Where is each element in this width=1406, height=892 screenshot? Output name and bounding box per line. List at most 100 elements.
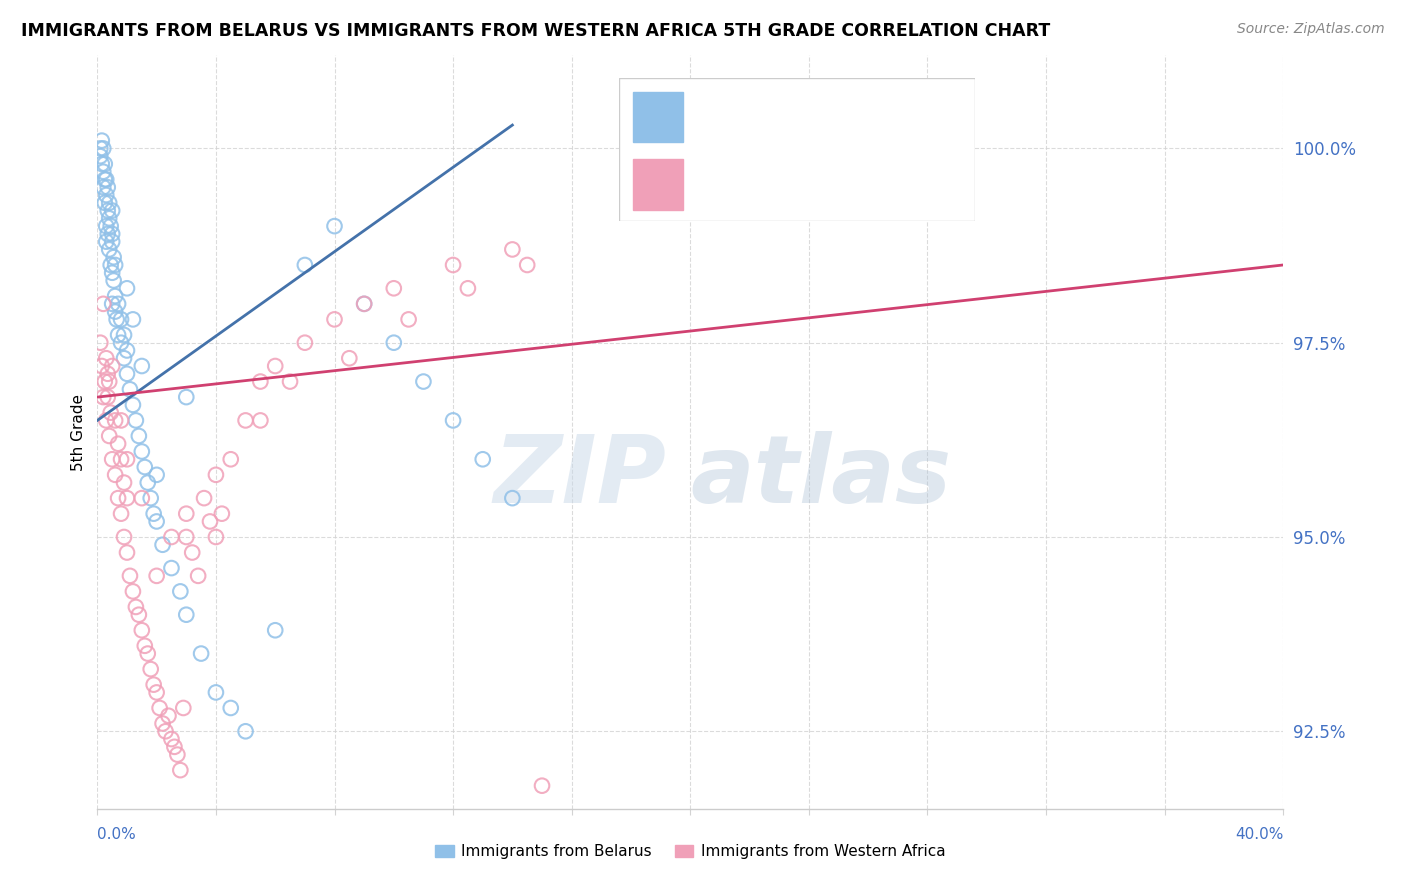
Point (249, 413, 271, 427)
Point (98, 375, 121, 389)
Y-axis label: 5th Grade: 5th Grade (72, 393, 86, 471)
Point (149, 701, 172, 715)
Point (382, 335, 405, 350)
Point (181, 545, 204, 559)
Point (353, 297, 375, 311)
Point (294, 258, 316, 272)
Text: 0.0%: 0.0% (97, 827, 136, 842)
Point (101, 452, 124, 467)
Point (110, 312, 132, 326)
Point (235, 413, 257, 427)
Point (94, 157, 117, 171)
Point (142, 678, 165, 692)
Point (112, 351, 135, 366)
Text: ZIP: ZIP (494, 432, 666, 524)
Point (125, 599, 148, 614)
Point (112, 530, 135, 544)
Point (174, 607, 197, 622)
Point (105, 312, 128, 326)
Point (118, 382, 141, 396)
Point (205, 685, 228, 699)
Point (382, 281, 405, 295)
Point (152, 538, 174, 552)
Point (142, 507, 165, 521)
Point (249, 375, 271, 389)
Point (139, 662, 162, 676)
Point (98, 211, 121, 226)
Point (115, 545, 138, 559)
Point (101, 359, 124, 373)
Point (122, 312, 145, 326)
Point (96, 188, 118, 202)
Point (211, 507, 233, 521)
Text: Source: ZipAtlas.com: Source: ZipAtlas.com (1237, 22, 1385, 37)
Point (134, 460, 156, 475)
Point (104, 413, 127, 427)
Point (441, 258, 464, 272)
Point (118, 569, 141, 583)
Point (131, 359, 153, 373)
Point (160, 561, 183, 575)
Point (98, 243, 121, 257)
Point (96, 235, 118, 249)
Point (101, 227, 124, 241)
Point (169, 584, 191, 599)
Point (172, 701, 194, 715)
Point (115, 452, 138, 467)
Point (145, 569, 167, 583)
Point (98, 195, 121, 210)
Point (100, 406, 122, 420)
Point (125, 413, 148, 427)
Point (457, 281, 479, 295)
Point (501, 491, 523, 505)
Point (235, 724, 257, 739)
Point (101, 266, 124, 280)
Point (139, 491, 162, 505)
Point (97, 180, 120, 194)
Point (91, 141, 114, 155)
Point (103, 250, 125, 264)
Point (294, 335, 316, 350)
Point (157, 708, 180, 723)
Point (104, 467, 127, 482)
Point (115, 281, 138, 295)
Point (323, 219, 346, 233)
Point (501, 243, 523, 257)
Point (94, 195, 117, 210)
Point (471, 452, 494, 467)
Point (516, 258, 538, 272)
Point (89, 149, 111, 163)
Point (101, 203, 124, 218)
Point (115, 491, 138, 505)
Point (107, 491, 129, 505)
Point (128, 607, 150, 622)
Point (89, 141, 111, 155)
Point (103, 273, 125, 287)
Legend: Immigrants from Belarus, Immigrants from Western Africa: Immigrants from Belarus, Immigrants from… (429, 838, 952, 865)
Point (398, 312, 420, 326)
Point (128, 429, 150, 443)
Point (198, 515, 221, 529)
Point (145, 515, 167, 529)
Point (205, 467, 228, 482)
Point (136, 647, 159, 661)
Point (205, 530, 228, 544)
Point (166, 747, 188, 762)
Point (100, 258, 122, 272)
Point (100, 219, 122, 233)
Point (323, 312, 346, 326)
Point (90, 359, 112, 373)
Point (145, 685, 167, 699)
Point (174, 507, 197, 521)
Point (101, 297, 124, 311)
Point (98, 429, 121, 443)
Point (131, 444, 153, 458)
Point (104, 304, 127, 318)
Point (174, 530, 197, 544)
Point (112, 475, 135, 490)
Point (219, 701, 242, 715)
Point (89, 335, 111, 350)
Point (131, 491, 153, 505)
Point (97, 203, 120, 218)
Point (169, 763, 191, 777)
